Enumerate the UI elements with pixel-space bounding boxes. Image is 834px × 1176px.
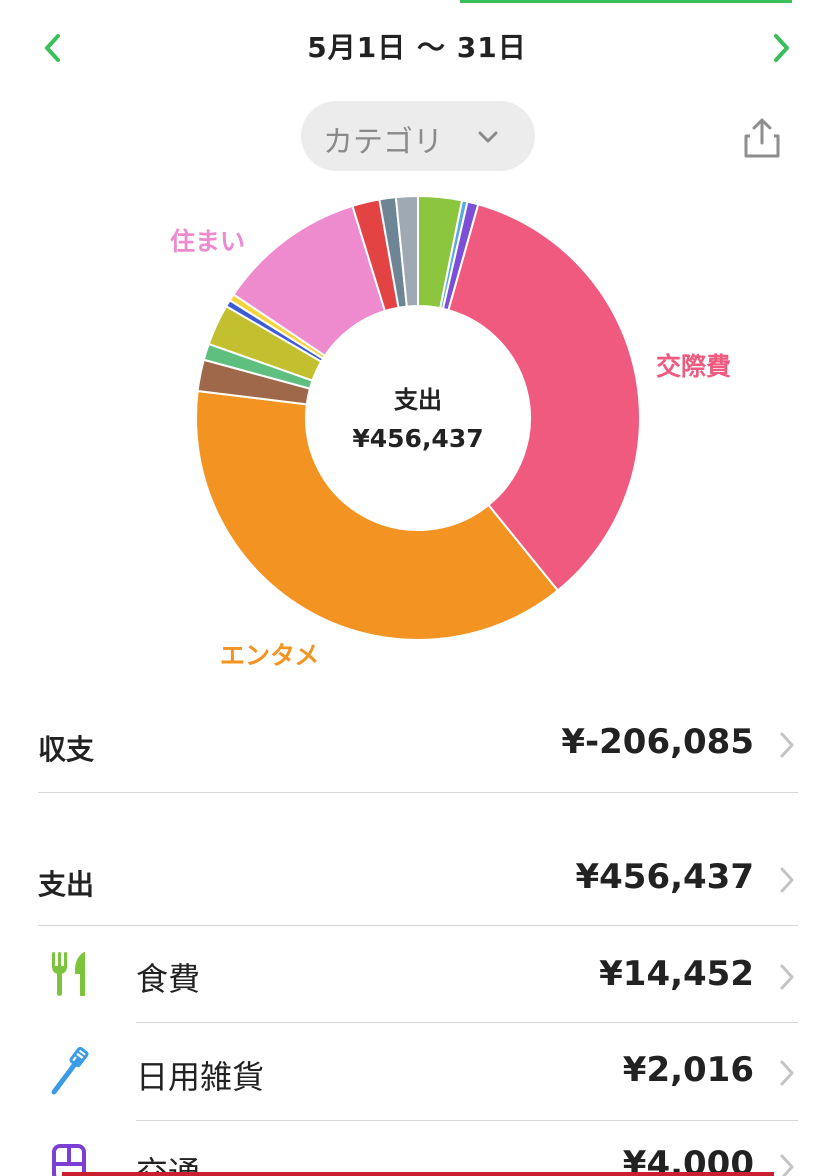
expense-label: 支出 xyxy=(38,868,95,901)
expense-donut-chart[interactable]: 支出 ¥456,437 xyxy=(190,190,646,646)
category-row-daily-goods[interactable]: 日用雑貨 ¥2,016 xyxy=(38,1046,798,1102)
balance-label: 収支 xyxy=(38,733,95,766)
chevron-right-icon xyxy=(780,1154,794,1176)
category-label: 日用雑貨 xyxy=(136,1058,265,1096)
category-value: ¥14,452 xyxy=(599,954,754,994)
transit-icon xyxy=(52,1144,86,1176)
period-title[interactable]: 5月1日 〜 31日 xyxy=(307,31,527,64)
chevron-right-icon xyxy=(780,867,794,893)
chevron-right-icon xyxy=(780,964,794,990)
expense-value: ¥456,437 xyxy=(575,857,754,897)
category-label: 交通 xyxy=(136,1154,201,1176)
category-dropdown[interactable]: カテゴリ xyxy=(301,101,535,171)
chart-label-social: 交際費 xyxy=(656,352,732,381)
balance-value: ¥-206,085 xyxy=(561,722,754,762)
category-value: ¥4,000 xyxy=(622,1144,754,1176)
category-value: ¥2,016 xyxy=(622,1050,754,1090)
chevron-right-icon xyxy=(780,1060,794,1086)
toothbrush-icon xyxy=(51,1046,89,1095)
category-row-transit[interactable]: 交通 ¥4,000 xyxy=(38,1142,798,1176)
period-header: 5月1日 〜 31日 xyxy=(0,20,834,76)
divider xyxy=(38,792,798,793)
fork-knife-icon xyxy=(52,952,85,996)
chart-center-value: ¥456,437 xyxy=(352,424,484,453)
bottom-accent-bar xyxy=(62,1172,774,1176)
expense-row[interactable]: 支出 ¥456,437 xyxy=(38,855,798,905)
chevron-right-icon[interactable] xyxy=(760,28,800,68)
chevron-left-icon[interactable] xyxy=(34,28,74,68)
category-row-food[interactable]: 食費 ¥14,452 xyxy=(38,948,798,1004)
chevron-down-icon xyxy=(478,131,498,143)
chart-label-entertainment: エンタメ xyxy=(220,641,320,670)
top-accent-bar xyxy=(460,0,792,3)
chevron-right-icon xyxy=(780,732,794,758)
balance-row[interactable]: 収支 ¥-206,085 xyxy=(38,720,798,770)
category-label: 食費 xyxy=(136,960,201,998)
divider xyxy=(136,1120,798,1121)
donut-slice-13[interactable] xyxy=(394,194,419,308)
divider xyxy=(38,925,798,926)
chart-center-label: 支出 xyxy=(394,386,442,414)
donut-slice-3[interactable] xyxy=(447,203,641,592)
chart-label-housing: 住まい xyxy=(170,227,246,256)
category-dropdown-label: カテゴリ xyxy=(323,125,443,160)
share-icon[interactable] xyxy=(740,116,784,160)
donut-slice-4[interactable] xyxy=(195,389,560,641)
divider xyxy=(136,1022,798,1023)
